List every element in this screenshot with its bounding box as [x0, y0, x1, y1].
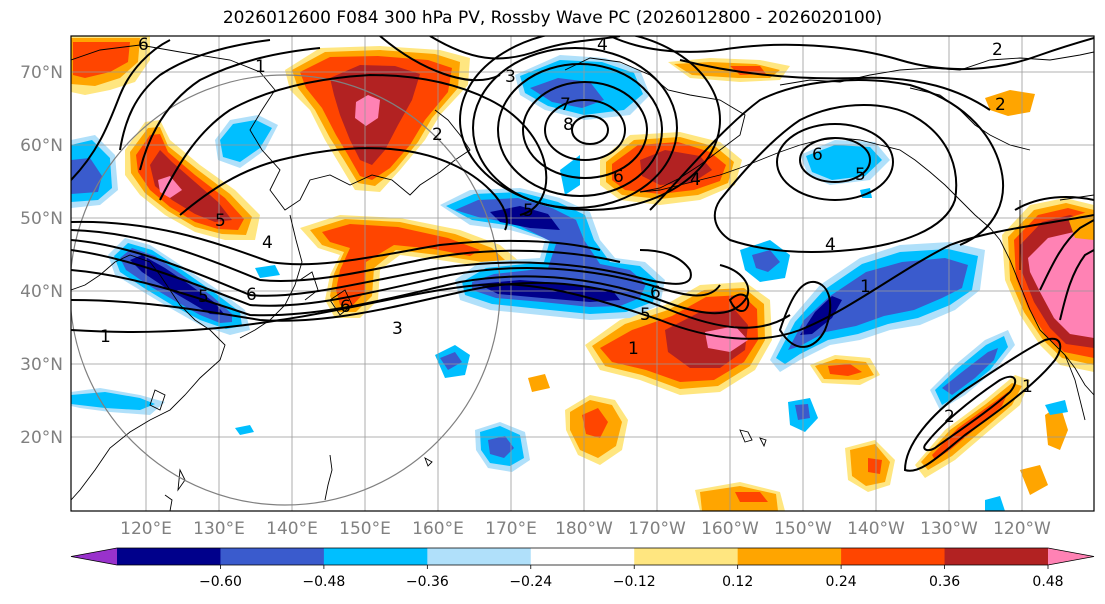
- colorbar-bin: [737, 548, 842, 565]
- lat-label: 70°N: [20, 63, 63, 83]
- colorbar-tick-label: 0.48: [1032, 574, 1063, 590]
- colorbar-bin: [634, 548, 739, 565]
- anomaly-positive-west-us: [1002, 198, 1094, 372]
- map-frame: [70, 35, 1095, 512]
- contour-label: 1: [860, 277, 871, 297]
- contour-label: 2: [432, 125, 443, 145]
- contour-label: 1: [100, 327, 111, 347]
- anomaly-negative-west-edge: [71, 135, 118, 208]
- colorbar-bin: [323, 548, 428, 565]
- longitude-labels: 120°E 130°E 140°E 150°E 160°E 170°E 180°…: [120, 519, 1051, 539]
- colorbar-tick-label: −0.24: [509, 574, 552, 590]
- contour-label: 6: [138, 35, 149, 55]
- anomaly-positive-nw-corner: [71, 36, 150, 95]
- contour-label: 3: [505, 67, 516, 87]
- anomaly-positive-siberia: [285, 46, 470, 192]
- colorbar-outline: [70, 547, 1095, 566]
- contour-label: 6: [812, 145, 823, 165]
- contour-label: 6: [340, 297, 351, 317]
- lon-label: 170°W: [628, 519, 686, 539]
- lat-label: 20°N: [20, 428, 63, 448]
- contour-label: 2: [992, 40, 1003, 60]
- lat-label: 60°N: [20, 136, 63, 156]
- lon-label: 160°E: [412, 519, 464, 539]
- lon-label: 150°E: [339, 519, 391, 539]
- lon-label: 180°W: [555, 519, 613, 539]
- contour-label: 7: [560, 95, 571, 115]
- lon-label: 140°W: [847, 519, 905, 539]
- lat-label: 40°N: [20, 282, 63, 302]
- colorbar-bin: [117, 548, 221, 565]
- colorbar: −0.60 −0.48 −0.36 −0.24 −0.12 0.12 0.24 0.36 0.4…: [70, 547, 1095, 590]
- colorbar-bin: [944, 548, 1049, 565]
- colorbar-tick-label: −0.60: [199, 574, 242, 590]
- colorbar-tick-label: −0.12: [613, 574, 656, 590]
- anomaly-negative-gulf-of-alaska: [740, 240, 985, 372]
- contour-label: 4: [690, 170, 701, 190]
- contour-label: 5: [855, 165, 866, 185]
- lon-label: 140°E: [266, 519, 318, 539]
- contour-label: 4: [262, 233, 273, 253]
- colorbar-tick-label: 0.24: [826, 574, 857, 590]
- contour-label: 1: [255, 57, 266, 77]
- lon-label: 120°W: [993, 519, 1051, 539]
- lon-label: 150°W: [774, 519, 832, 539]
- colorbar-tick-label: 0.36: [929, 574, 960, 590]
- pv-contours: [71, 36, 1094, 472]
- latitude-labels: 70°N 60°N 50°N 40°N 30°N 20°N: [20, 63, 63, 448]
- anomaly-negative-sakhalin: [215, 115, 278, 168]
- contour-label: 5: [215, 211, 226, 231]
- contour-label: 2: [944, 407, 955, 427]
- contour-labels: 6 4 3 2 2 1 2 5 6 4 5 1 6 5 4 4 1 5 6 1 …: [100, 35, 1033, 427]
- colorbar-bin: [220, 548, 325, 565]
- lon-label: 120°E: [120, 519, 172, 539]
- contour-label: 8: [563, 115, 574, 135]
- range-circle: [71, 74, 501, 506]
- contour-label: 3: [392, 319, 403, 339]
- colorbar-bin: [427, 548, 532, 565]
- contour-label: 5: [198, 287, 209, 307]
- contour-label: 6: [650, 283, 661, 303]
- contour-label: 1: [628, 339, 639, 359]
- lon-label: 170°E: [485, 519, 537, 539]
- contour-label: 6: [613, 167, 624, 187]
- contour-label: 2: [995, 95, 1006, 115]
- anomaly-negative-subtropical-band: [930, 330, 1015, 410]
- colorbar-extend-low: [71, 548, 117, 565]
- contour-label: 1: [1022, 377, 1033, 397]
- map-title: 2026012600 F084 300 hPa PV, Rossby Wave …: [222, 8, 883, 28]
- colorbar-tick-label: −0.48: [302, 574, 345, 590]
- lon-label: 160°W: [701, 519, 759, 539]
- graticule: [71, 36, 1094, 511]
- colorbar-tick-label: −0.36: [406, 574, 449, 590]
- contour-label: 5: [640, 305, 651, 325]
- contour-label: 4: [597, 35, 608, 55]
- contour-label: 6: [246, 285, 257, 305]
- lat-label: 50°N: [20, 209, 63, 229]
- anomaly-negative-small-patches: [71, 188, 1068, 511]
- lon-label: 130°W: [920, 519, 978, 539]
- contour-label: 4: [825, 235, 836, 255]
- colorbar-extend-high: [1048, 548, 1094, 565]
- anomaly-positive-okhotsk: [125, 120, 260, 240]
- lat-label: 30°N: [20, 355, 63, 375]
- contour-label: 5: [523, 201, 534, 221]
- lon-label: 130°E: [193, 519, 245, 539]
- colorbar-bin: [530, 548, 635, 565]
- colorbar-bin: [841, 548, 946, 565]
- colorbar-tick-label: 0.12: [722, 574, 753, 590]
